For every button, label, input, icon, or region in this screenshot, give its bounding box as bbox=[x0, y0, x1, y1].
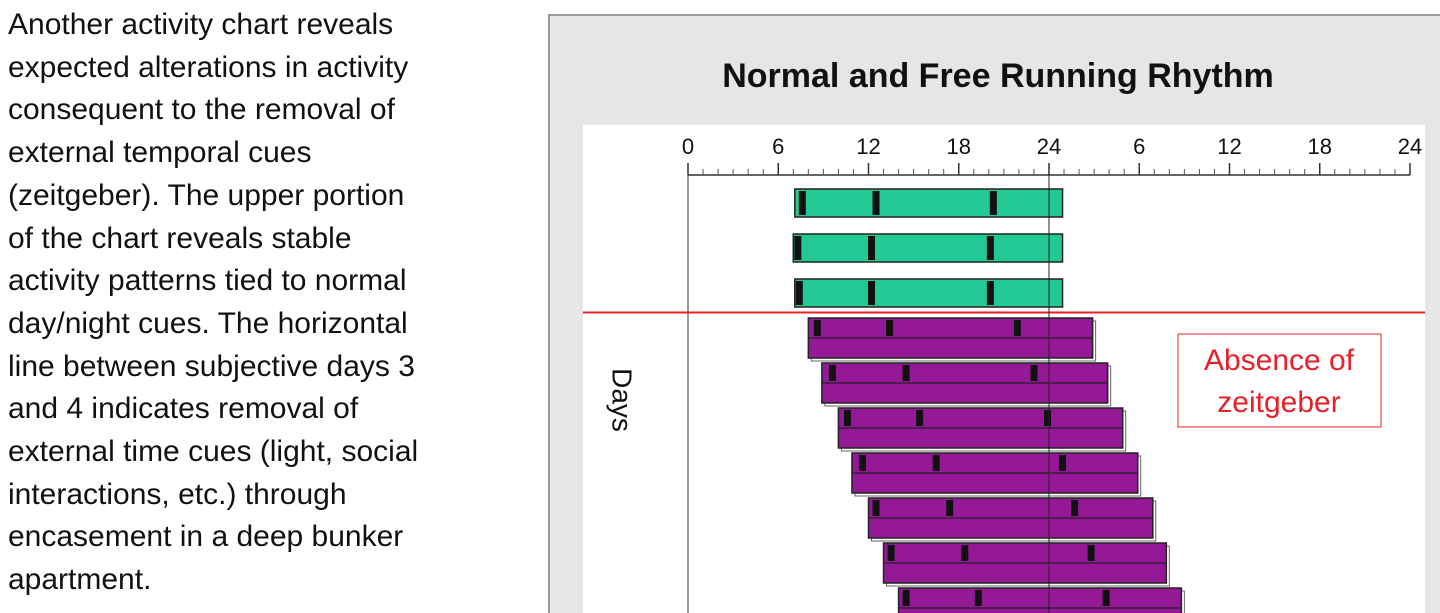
activity-mark bbox=[961, 545, 969, 561]
paragraph: Another activity chart reveals expected a… bbox=[8, 4, 538, 602]
text-line: (zeitgeber). The upper portion bbox=[8, 178, 405, 212]
annotation-text: zeitgeber bbox=[1217, 386, 1340, 419]
activity-mark bbox=[1102, 590, 1110, 606]
text-line: line between subjective days 3 bbox=[8, 349, 415, 383]
x-tick-label: 24 bbox=[1398, 134, 1422, 159]
activity-bar bbox=[897, 587, 1183, 613]
activity-mark bbox=[813, 320, 821, 336]
activity-mark bbox=[1071, 500, 1079, 516]
activity-mark bbox=[795, 281, 803, 305]
y-axis-label: Days bbox=[607, 368, 638, 432]
text-line: external temporal cues bbox=[8, 136, 312, 170]
activity-mark bbox=[843, 410, 851, 426]
x-tick-label: 12 bbox=[856, 134, 880, 159]
activity-mark bbox=[946, 500, 954, 516]
activity-mark bbox=[1030, 365, 1038, 381]
text-line: consequent to the removal of bbox=[8, 93, 395, 127]
activity-mark bbox=[902, 365, 910, 381]
activity-mark bbox=[1087, 545, 1095, 561]
activity-mark bbox=[794, 236, 802, 260]
text-line: activity patterns tied to normal bbox=[8, 264, 407, 298]
text-line: Another activity chart reveals bbox=[8, 8, 394, 41]
x-tick-label: 18 bbox=[947, 134, 971, 159]
text-line: day/night cues. The horizontal bbox=[8, 306, 408, 340]
activity-mark bbox=[1013, 320, 1021, 336]
activity-mark bbox=[886, 320, 894, 336]
activity-mark bbox=[1043, 410, 1051, 426]
activity-mark bbox=[932, 455, 940, 471]
activity-mark bbox=[974, 590, 982, 606]
activity-mark bbox=[986, 281, 994, 305]
x-tick-label: 6 bbox=[1133, 134, 1145, 159]
annotation-text: Absence of bbox=[1204, 344, 1355, 377]
x-tick-label: 6 bbox=[772, 134, 784, 159]
chart-title: Normal and Free Running Rhythm bbox=[722, 57, 1274, 95]
activity-bar bbox=[794, 278, 1064, 308]
activity-mark bbox=[868, 236, 876, 260]
activity-mark bbox=[872, 191, 880, 215]
text-line: of the chart reveals stable bbox=[8, 221, 352, 255]
x-tick-label: 24 bbox=[1037, 134, 1061, 159]
activity-bar bbox=[794, 188, 1064, 218]
text-line: apartment. bbox=[8, 563, 152, 597]
text-line: encasement in a deep bunker bbox=[8, 520, 404, 554]
activity-mark bbox=[872, 500, 880, 516]
activity-mark bbox=[868, 281, 876, 305]
x-tick-label: 0 bbox=[682, 134, 694, 159]
text-line: expected alterations in activity bbox=[8, 50, 409, 84]
x-tick-label: 18 bbox=[1308, 134, 1332, 159]
activity-mark bbox=[986, 236, 994, 260]
activity-mark bbox=[902, 590, 910, 606]
activity-mark bbox=[989, 191, 997, 215]
text-line: external time cues (light, social bbox=[8, 435, 419, 469]
activity-mark bbox=[1059, 455, 1067, 471]
activity-mark bbox=[858, 455, 866, 471]
text-line: and 4 indicates removal of bbox=[8, 392, 359, 426]
activity-mark bbox=[887, 545, 895, 561]
text-line: interactions, etc.) through bbox=[8, 477, 347, 511]
x-tick-label: 12 bbox=[1217, 134, 1241, 159]
activity-mark bbox=[798, 191, 806, 215]
activity-bar bbox=[792, 233, 1064, 263]
activity-mark bbox=[828, 365, 836, 381]
activity-mark bbox=[916, 410, 924, 426]
annotation-box bbox=[1177, 333, 1382, 428]
